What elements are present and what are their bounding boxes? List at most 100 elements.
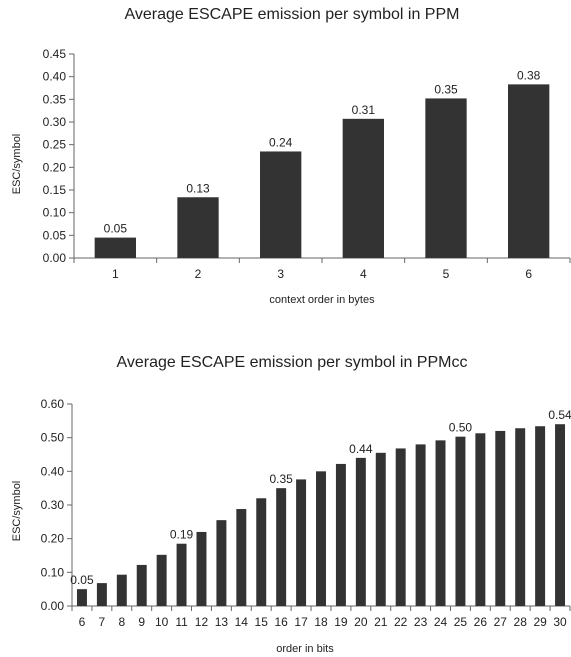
x-tick-label: 6 [525,267,532,281]
y-tick-label: 0.30 [41,498,65,512]
bar-10 [156,554,167,606]
bar-15 [256,498,267,606]
bar-1 [94,237,136,258]
x-tick-label: 24 [434,615,448,629]
x-tick-label: 30 [553,615,567,629]
bar-24 [435,440,446,606]
chart-ppm: Average ESCAPE emission per symbol in PP… [11,6,571,306]
data-label: 0.50 [449,421,473,435]
x-tick-label: 5 [443,267,450,281]
bar-14 [236,509,247,606]
x-tick-label: 11 [175,615,188,629]
bar-22 [395,448,406,606]
y-tick-label: 0.00 [43,251,67,265]
bar-5 [425,98,467,258]
y-axis-label: ESC/symbol [11,481,23,542]
bar-9 [136,564,147,606]
bar-20 [355,457,366,606]
bar-18 [316,471,326,606]
y-tick-label: 0.50 [41,431,65,445]
x-ticks: 6 7 8 9 10 11 12 13 14 15 16 17 18 19 20 21 22 23 24 25 26 27… [71,606,571,629]
y-tick-label: 0.00 [41,599,65,613]
y-tick-label: 0.10 [41,565,65,579]
y-ticks: 0.00 0.10 0.20 0.30 0.40 0.50 0.60 [41,397,72,613]
bar-8 [116,574,127,606]
x-tick-label: 23 [414,615,428,629]
y-tick-label: 0.05 [43,228,67,242]
y-ticks: 0.00 0.05 0.10 0.15 0.20 0.25 0.30 0.35 0.40 0.45 [43,47,74,265]
y-tick-label: 0.40 [41,464,65,478]
bar-30 [555,424,566,606]
bar-6 [508,84,550,258]
y-axis-label: ESC/symbol [11,134,23,195]
x-tick-label: 9 [138,615,145,629]
bar-19 [335,463,346,606]
bar-25 [455,436,466,606]
y-tick-label: 0.35 [43,92,67,106]
bar-28 [515,428,526,606]
x-ticks: 1 2 3 4 5 6 [73,258,571,281]
y-tick-label: 0.40 [43,70,67,84]
data-label: 0.13 [186,181,210,195]
x-tick-label: 6 [79,615,86,629]
bar-17 [296,479,307,606]
x-axis-label: order in bits [276,643,334,655]
x-axis-label: context order in bytes [269,294,375,306]
data-label: 0.35 [269,472,293,486]
y-tick-label: 0.20 [43,160,67,174]
chart-ppmcc: Average ESCAPE emission per symbol in PP… [11,354,571,655]
bar-23 [415,444,426,606]
y-tick-label: 0.45 [43,47,67,61]
x-tick-label: 29 [533,615,547,629]
y-tick-label: 0.60 [41,397,65,411]
x-tick-label: 2 [195,267,202,281]
data-label: 0.05 [104,222,128,236]
bar-29 [535,426,546,606]
data-label: 0.24 [269,135,293,149]
x-tick-label: 3 [277,267,284,281]
data-label: 0.44 [349,442,373,456]
y-tick-label: 0.15 [43,183,67,197]
x-tick-label: 26 [474,615,488,629]
bar-4 [342,118,384,259]
x-tick-label: 10 [155,615,169,629]
x-tick-label: 14 [235,615,249,629]
x-tick-label: 17 [294,615,308,629]
y-tick-label: 0.25 [43,138,67,152]
bar-26 [475,433,486,606]
x-tick-label: 18 [314,615,328,629]
data-label: 0.19 [170,528,194,542]
x-tick-label: 12 [195,615,209,629]
x-tick-label: 4 [360,267,367,281]
y-tick-label: 0.10 [43,206,67,220]
data-label: 0.31 [352,103,376,117]
x-tick-label: 21 [374,615,388,629]
x-tick-label: 20 [354,615,368,629]
x-tick-label: 13 [215,615,229,629]
data-label: 0.35 [434,82,458,96]
bar-16 [276,488,287,606]
x-tick-label: 28 [514,615,528,629]
x-tick-label: 7 [99,615,106,629]
x-tick-label: 8 [118,615,125,629]
bar-13 [216,520,227,606]
bar-27 [495,430,506,606]
bars: 0.05 0.13 0.24 0.31 0.35 0.38 [94,68,550,259]
x-tick-label: 1 [112,267,119,281]
x-tick-label: 22 [394,615,408,629]
bar-12 [196,531,207,606]
chart-title: Average ESCAPE emission per symbol in PP… [125,6,460,23]
y-tick-label: 0.30 [43,115,67,129]
data-label: 0.38 [517,68,541,82]
bar-3 [260,151,302,258]
bar-6 [76,589,87,606]
bars: 0.05 0.19 0.35 0.44 0.50 0.54 [70,408,571,606]
data-label: 0.54 [548,408,571,422]
x-tick-label: 15 [255,615,269,629]
x-tick-label: 27 [494,615,508,629]
chart-title: Average ESCAPE emission per symbol in PP… [117,354,468,371]
bar-7 [96,583,107,606]
data-label: 0.05 [70,573,94,587]
bar-11 [176,543,187,606]
